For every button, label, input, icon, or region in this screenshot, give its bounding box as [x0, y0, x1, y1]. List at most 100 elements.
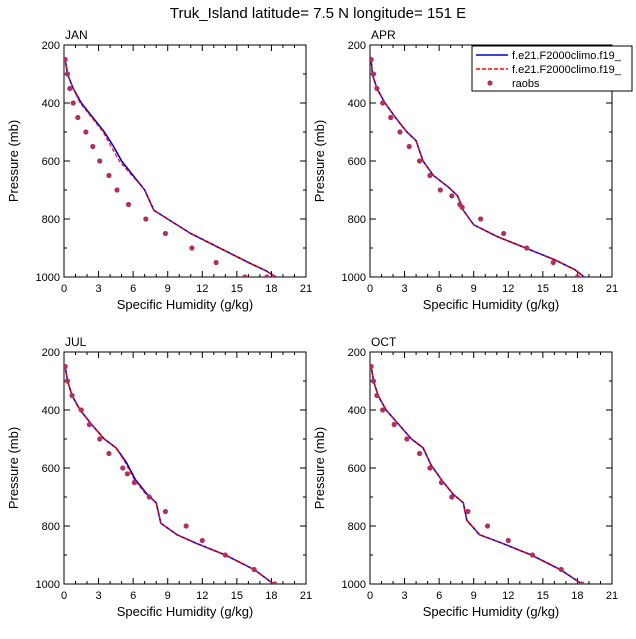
raobs-point	[427, 172, 433, 179]
raobs-point	[391, 421, 397, 428]
y-tick-label: 600	[348, 156, 366, 168]
x-axis-label: Specific Humidity (g/kg)	[117, 297, 254, 312]
raobs-point	[97, 436, 103, 442]
raobs-point	[484, 523, 491, 529]
y-tick-label: 200	[42, 40, 60, 52]
model-line-solid	[64, 59, 277, 277]
raobs-point	[370, 378, 377, 384]
x-tick-label: 15	[537, 590, 549, 602]
raobs-point	[67, 85, 73, 92]
x-tick-label: 3	[96, 590, 102, 602]
x-tick-label: 9	[165, 590, 171, 602]
raobs-point	[143, 216, 149, 222]
y-tick-label: 800	[348, 521, 366, 533]
raobs-point	[213, 259, 219, 266]
raobs-point	[438, 479, 445, 486]
y-axis-label: Pressure (mb)	[6, 120, 21, 202]
raobs-point	[406, 143, 412, 150]
panel-label: JAN	[65, 28, 88, 42]
raobs-point	[380, 407, 386, 413]
x-tick-label: 21	[300, 590, 312, 602]
raobs-point	[86, 421, 92, 428]
panel-jul: JUL 0 3 6 9 12 15 18 21 200 400 600 800 1000 Specific …	[6, 335, 312, 619]
raobs-point	[78, 407, 84, 413]
raobs-point	[70, 100, 76, 106]
x-tick-label: 0	[367, 283, 373, 295]
model-line-dashed	[64, 366, 275, 584]
raobs-point	[397, 129, 403, 135]
raobs-point	[459, 204, 465, 210]
x-tick-label: 21	[300, 283, 312, 295]
y-tick-label: 200	[42, 347, 60, 359]
y-tick-label: 800	[42, 214, 60, 226]
raobs-point	[146, 494, 152, 500]
x-tick-label: 6	[130, 590, 136, 602]
series-layer	[370, 56, 585, 277]
raobs-point	[529, 552, 536, 558]
x-tick-label: 12	[196, 590, 208, 602]
x-tick-label: 9	[471, 283, 477, 295]
raobs-point	[449, 494, 455, 500]
model-line-dashed	[370, 366, 583, 584]
raobs-point	[449, 193, 455, 199]
x-tick-label: 21	[606, 283, 618, 295]
raobs-point	[131, 479, 137, 486]
raobs-point	[501, 230, 507, 237]
x-tick-label: 15	[537, 283, 549, 295]
x-tick-label: 0	[61, 590, 67, 602]
panel-jan: JAN 0 3 6 9 12 15 18 21 200 400 600 800 1000 Specific …	[6, 28, 312, 312]
raobs-point	[478, 216, 484, 222]
raobs-point	[125, 201, 132, 208]
raobs-point	[242, 274, 248, 277]
raobs-point	[64, 378, 71, 384]
figure-title: Truk_Island latitude= 7.5 N longitude= 1…	[170, 5, 466, 22]
raobs-point	[189, 245, 195, 251]
plot-frame	[63, 351, 307, 585]
x-axis-label: Specific Humidity (g/kg)	[117, 604, 254, 619]
legend-label: f.e21.F2000climo.f19_	[512, 50, 622, 62]
x-tick-label: 21	[606, 590, 618, 602]
y-tick-label: 600	[42, 156, 60, 168]
raobs-point	[427, 465, 433, 471]
panel-label: OCT	[371, 335, 397, 349]
raobs-point	[162, 508, 169, 515]
model-line-dashed	[64, 59, 277, 277]
raobs-point	[90, 143, 96, 150]
x-tick-label: 3	[96, 283, 102, 295]
model-line-solid	[370, 366, 583, 584]
x-tick-label: 18	[265, 283, 277, 295]
raobs-point	[550, 259, 556, 266]
raobs-point	[558, 566, 564, 573]
raobs-point	[64, 363, 68, 370]
x-tick-label: 12	[502, 283, 514, 295]
raobs-point	[120, 465, 126, 471]
x-axis-label: Specific Humidity (g/kg)	[423, 604, 560, 619]
raobs-point	[404, 436, 410, 442]
x-tick-label: 18	[571, 283, 583, 295]
raobs-point	[370, 56, 374, 63]
x-tick-label: 0	[61, 283, 67, 295]
raobs-point	[251, 566, 257, 573]
x-tick-label: 6	[130, 283, 136, 295]
raobs-point	[416, 158, 423, 164]
raobs-point	[388, 114, 394, 121]
legend-box	[471, 45, 633, 92]
raobs-point	[83, 129, 89, 135]
legend-marker-dot	[487, 80, 493, 86]
plot-frame	[369, 351, 613, 585]
x-tick-label: 3	[402, 590, 408, 602]
y-tick-label: 400	[348, 405, 366, 417]
raobs-point	[106, 450, 112, 457]
y-tick-label: 400	[348, 98, 366, 110]
raobs-point	[370, 363, 374, 370]
raobs-point	[574, 274, 581, 277]
x-tick-label: 0	[367, 590, 373, 602]
raobs-point	[106, 172, 112, 179]
series-layer	[64, 363, 278, 584]
raobs-point	[524, 245, 530, 251]
y-axis-label: Pressure (mb)	[6, 427, 21, 509]
y-tick-label: 800	[42, 521, 60, 533]
raobs-point	[199, 537, 205, 544]
